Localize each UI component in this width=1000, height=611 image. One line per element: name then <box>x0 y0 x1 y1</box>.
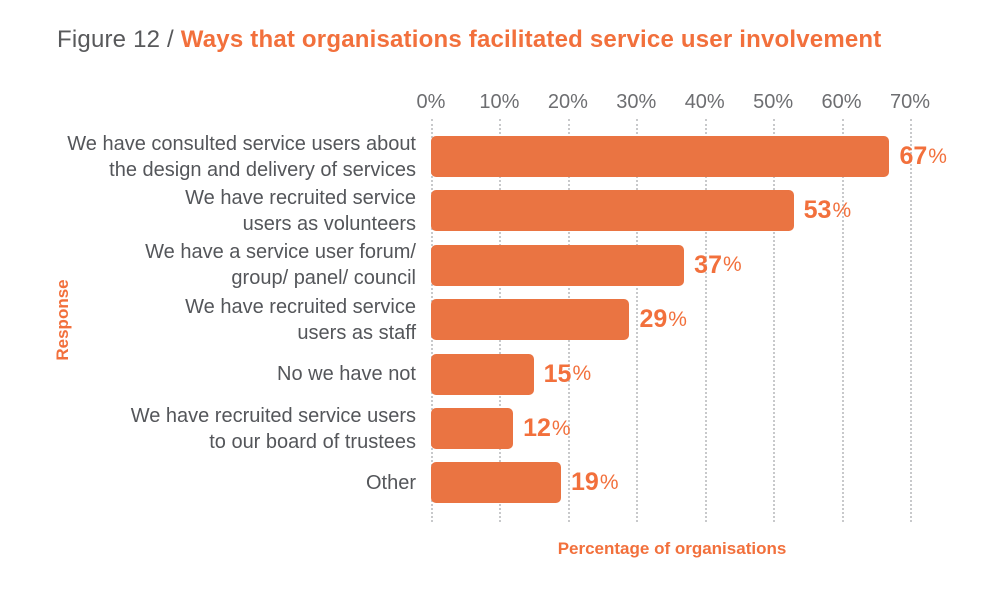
category-label: We have recruited service users as staff <box>185 295 416 344</box>
category-label: We have a service user forum/group/ pane… <box>145 241 416 290</box>
x-axis-title: Percentage of organisations <box>557 539 787 558</box>
bar-value-label: 53% <box>803 196 852 225</box>
bar <box>431 462 561 504</box>
bar <box>431 190 794 232</box>
figure-title-main: Ways that organisations facilitated serv… <box>180 26 882 53</box>
x-tick-label: 70% <box>889 91 931 113</box>
bar <box>431 299 630 341</box>
bar-value-label: 15% <box>543 359 592 388</box>
x-tick-label: 10% <box>479 91 520 113</box>
bar-value-label: 19% <box>571 468 619 497</box>
bar-value-label: 12% <box>523 414 571 442</box>
category-label: Other <box>365 471 416 494</box>
category-label: We have consulted service users about the… <box>67 132 416 181</box>
bar-value-label: 37% <box>694 250 742 279</box>
x-tick-label: 30% <box>616 91 657 113</box>
bar <box>431 136 890 177</box>
gridline <box>636 119 639 522</box>
bar <box>431 353 534 395</box>
bar-value-label: 67% <box>899 142 947 170</box>
x-tick-label: 0% <box>416 91 446 113</box>
category-label: We have recruited service users as volunt… <box>185 186 416 235</box>
gridline <box>841 119 844 522</box>
figure-title: Figure 12 / Ways that organisations faci… <box>57 26 881 54</box>
y-axis-title: Response <box>53 279 72 361</box>
x-tick-label: 50% <box>753 91 794 113</box>
gridline <box>773 119 776 522</box>
x-tick-label: 20% <box>547 91 588 113</box>
bar-value-label: 29% <box>639 305 687 334</box>
bar <box>431 244 685 286</box>
gridline <box>910 119 912 522</box>
category-label: We have recruited service users to our bo… <box>130 404 416 453</box>
category-label: No we have not <box>277 363 416 386</box>
x-tick-label: 40% <box>684 91 725 113</box>
figure-title-prefix: Figure 12 / <box>57 26 181 53</box>
bar <box>431 408 514 449</box>
gridline <box>704 119 707 522</box>
x-tick-label: 60% <box>821 91 862 113</box>
